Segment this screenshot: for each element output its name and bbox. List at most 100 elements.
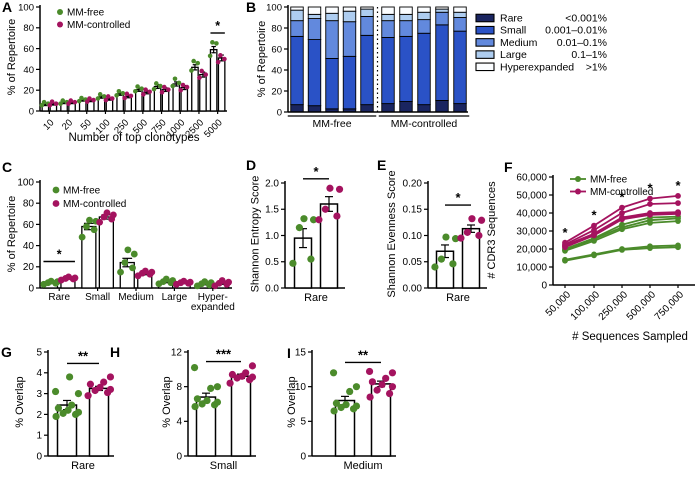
- svg-text:Rare: Rare: [71, 460, 95, 472]
- svg-text:<0.001%: <0.001%: [565, 13, 607, 25]
- svg-text:0.15: 0.15: [403, 205, 423, 216]
- panel-letter-i: I: [287, 345, 291, 361]
- svg-text:80: 80: [271, 23, 282, 34]
- svg-text:20: 20: [23, 262, 35, 273]
- svg-text:Rare: Rare: [500, 13, 523, 25]
- svg-text:>1%: >1%: [586, 61, 607, 73]
- svg-text:50: 50: [79, 117, 94, 132]
- svg-text:Hyperexpanded: Hyperexpanded: [500, 61, 574, 73]
- svg-text:0.20: 0.20: [403, 178, 423, 189]
- panel-B-chart: 0 20 40 60 80 100 MM-free MM-controlled Rare <0.0…: [266, 2, 607, 130]
- svg-text:Rare: Rare: [446, 292, 470, 304]
- svg-text:10: 10: [295, 382, 307, 393]
- svg-text:0.01–0.1%: 0.01–0.1%: [557, 37, 607, 49]
- panel-d-ylabel: Shannon Entropy Score: [249, 175, 262, 293]
- svg-text:*: *: [647, 181, 653, 196]
- svg-text:750,000: 750,000: [653, 289, 687, 323]
- panel-f-ylabel: # CDR3 Sequences: [486, 181, 498, 279]
- panel-i-ylabel: % Overlap: [286, 376, 298, 428]
- svg-text:0: 0: [300, 451, 306, 462]
- panel-h-ylabel: % Overlap: [161, 376, 173, 428]
- svg-text:MM-free: MM-free: [312, 118, 351, 130]
- svg-text:40: 40: [23, 241, 35, 252]
- svg-text:60: 60: [23, 220, 35, 231]
- svg-text:Small: Small: [500, 25, 526, 37]
- panel-letter-e: E: [377, 157, 387, 173]
- svg-text:5: 5: [36, 347, 42, 358]
- svg-text:60,000: 60,000: [516, 172, 547, 183]
- panel-E-chart: 0.00 0.05 0.10 0.15 0.20 * Rare: [403, 178, 487, 304]
- svg-text:4: 4: [176, 417, 182, 428]
- svg-text:5: 5: [300, 417, 306, 428]
- svg-text:0.0: 0.0: [265, 283, 279, 294]
- svg-text:0.5: 0.5: [265, 257, 279, 268]
- svg-text:Hyper-: Hyper-: [198, 292, 228, 303]
- svg-text:MM-free: MM-free: [67, 8, 105, 19]
- svg-text:*: *: [215, 19, 220, 33]
- panel-F-chart: 010,00020,00030,00040,00050,00060,00050,…: [516, 172, 695, 323]
- svg-text:80: 80: [23, 23, 34, 34]
- svg-text:0.00: 0.00: [403, 283, 423, 294]
- svg-text:MM-controlled: MM-controlled: [67, 20, 130, 31]
- svg-text:*: *: [313, 164, 319, 179]
- svg-text:*: *: [57, 248, 62, 262]
- panel-a-xlabel: Number of top clonotypes: [68, 132, 200, 144]
- svg-text:0: 0: [29, 106, 34, 117]
- svg-text:8: 8: [176, 382, 182, 393]
- svg-text:100,000: 100,000: [569, 289, 603, 323]
- svg-text:**: **: [78, 348, 89, 363]
- svg-text:MM-free: MM-free: [63, 186, 101, 197]
- svg-text:*: *: [562, 225, 568, 240]
- svg-text:Large: Large: [500, 49, 527, 61]
- svg-text:Small: Small: [210, 460, 238, 472]
- svg-text:0.1–1%: 0.1–1%: [571, 49, 607, 61]
- svg-text:80: 80: [23, 199, 35, 210]
- svg-text:Medium: Medium: [500, 37, 538, 49]
- svg-text:Rare: Rare: [48, 292, 70, 303]
- panel-b-ylabel: % of Repertoire: [256, 20, 268, 98]
- svg-text:Medium: Medium: [118, 292, 154, 303]
- svg-text:*: *: [455, 190, 461, 205]
- panel-letter-d: D: [246, 157, 257, 173]
- svg-text:1.5: 1.5: [265, 205, 279, 216]
- svg-text:12: 12: [171, 347, 183, 358]
- svg-text:***: ***: [216, 347, 232, 362]
- svg-text:1: 1: [36, 431, 42, 442]
- panel-I-chart: 0 5 10 15 ** Medium: [295, 347, 397, 472]
- svg-text:0: 0: [541, 280, 547, 291]
- svg-text:**: **: [358, 347, 369, 362]
- panel-letter-c: C: [2, 159, 13, 175]
- svg-text:500,000: 500,000: [625, 289, 659, 323]
- panel-C-chart: 0 20 40 60 80 100 Rare Small Medium Large Hyper-ex…: [17, 177, 234, 313]
- svg-text:0: 0: [28, 283, 34, 294]
- svg-text:0.05: 0.05: [403, 257, 423, 268]
- svg-text:60: 60: [271, 44, 282, 55]
- svg-text:10: 10: [41, 117, 56, 132]
- panel-a-ylabel: % of Repertoire: [6, 18, 18, 96]
- svg-text:100: 100: [17, 177, 34, 188]
- panel-H-chart: 0 4 8 12 *** Small: [171, 347, 257, 472]
- svg-text:expanded: expanded: [191, 302, 235, 313]
- svg-text:0: 0: [277, 107, 282, 118]
- svg-text:30,000: 30,000: [516, 226, 547, 237]
- svg-text:20: 20: [271, 86, 282, 97]
- svg-text:Medium: Medium: [343, 460, 382, 472]
- svg-text:0.001–0.01%: 0.001–0.01%: [545, 25, 607, 37]
- panel-letter-a: A: [2, 0, 13, 15]
- svg-text:Rare: Rare: [304, 292, 328, 304]
- panel-D-chart: 0.0 0.5 1.0 1.5 2.0 * Rare: [265, 164, 345, 304]
- svg-text:4: 4: [36, 368, 42, 379]
- svg-text:Small: Small: [85, 292, 110, 303]
- panel-letter-b: B: [246, 0, 257, 15]
- panel-g-ylabel: % Overlap: [14, 376, 26, 428]
- svg-text:20,000: 20,000: [516, 244, 547, 255]
- svg-text:100: 100: [18, 2, 34, 13]
- svg-text:1.0: 1.0: [265, 231, 279, 242]
- svg-text:MM-controlled: MM-controlled: [63, 199, 126, 210]
- svg-text:0.10: 0.10: [403, 231, 423, 242]
- svg-text:15: 15: [295, 347, 307, 358]
- svg-text:40: 40: [271, 65, 282, 76]
- svg-text:100: 100: [266, 2, 282, 13]
